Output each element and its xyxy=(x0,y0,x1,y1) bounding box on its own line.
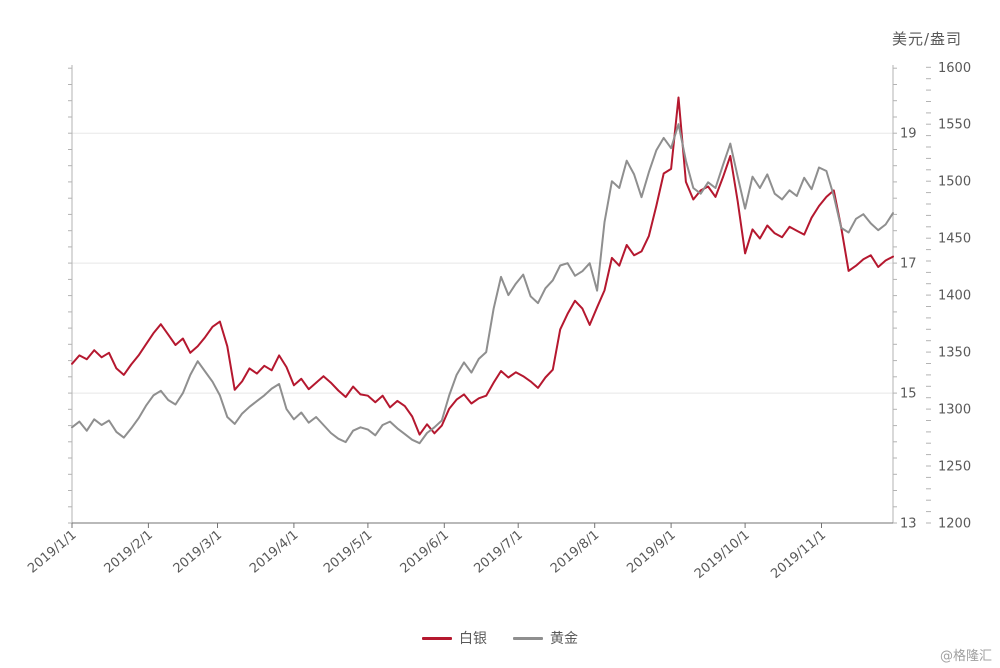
y-axis-unit-label: 美元/盎司 xyxy=(891,30,962,48)
silver-series-line xyxy=(71,96,894,436)
x-axis-label: 2019/10/1 xyxy=(692,528,753,582)
legend-item-silver: 白银 xyxy=(422,628,487,648)
watermark: @格隆汇 xyxy=(939,649,992,664)
y-axis-label-gold: 1500 xyxy=(938,175,971,190)
y-axis-label-silver: 19 xyxy=(900,127,917,142)
legend-item-gold: 黄金 xyxy=(513,628,578,648)
y-axis-label-gold: 1600 xyxy=(938,61,971,76)
x-axis-label: 2019/9/1 xyxy=(624,528,678,577)
x-axis-label: 2019/11/1 xyxy=(768,528,829,582)
silver-line-swatch xyxy=(422,636,452,640)
y-axis-label-gold: 1550 xyxy=(938,118,971,133)
x-axis-label: 2019/7/1 xyxy=(471,528,525,577)
legend-label-gold: 黄金 xyxy=(550,631,578,647)
x-axis-label: 2019/4/1 xyxy=(247,528,301,577)
gold-line-swatch xyxy=(513,636,543,640)
y-axis-label-gold: 1400 xyxy=(938,289,971,304)
x-axis-label: 2019/5/1 xyxy=(321,528,375,577)
chart-legend: 白银 黄金 xyxy=(0,628,1000,648)
y-axis-label-silver: 15 xyxy=(900,387,917,402)
y-axis-label-silver: 13 xyxy=(900,517,917,532)
y-axis-label-gold: 1350 xyxy=(938,346,971,361)
gold-series-line xyxy=(71,123,894,445)
y-axis-label-gold: 1200 xyxy=(938,517,971,532)
x-axis-label: 2019/1/1 xyxy=(25,528,79,577)
y-axis-label-gold: 1300 xyxy=(938,403,971,418)
y-axis-label-gold: 1250 xyxy=(938,460,971,475)
legend-label-silver: 白银 xyxy=(459,631,487,647)
x-axis-label: 2019/2/1 xyxy=(102,528,156,577)
y-axis-label-gold: 1450 xyxy=(938,232,971,247)
y-axis-label-silver: 17 xyxy=(900,257,917,272)
x-axis-label: 2019/6/1 xyxy=(397,528,451,577)
x-axis-label: 2019/3/1 xyxy=(171,528,225,577)
x-axis-label: 2019/8/1 xyxy=(548,528,602,577)
